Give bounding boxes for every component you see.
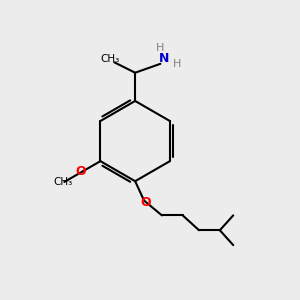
Text: O: O	[76, 165, 86, 178]
Text: O: O	[140, 196, 151, 208]
Text: CH₃: CH₃	[100, 54, 119, 64]
Text: H: H	[172, 59, 181, 69]
Text: CH₃: CH₃	[53, 177, 73, 187]
Text: H: H	[156, 44, 165, 53]
Text: N: N	[159, 52, 169, 65]
